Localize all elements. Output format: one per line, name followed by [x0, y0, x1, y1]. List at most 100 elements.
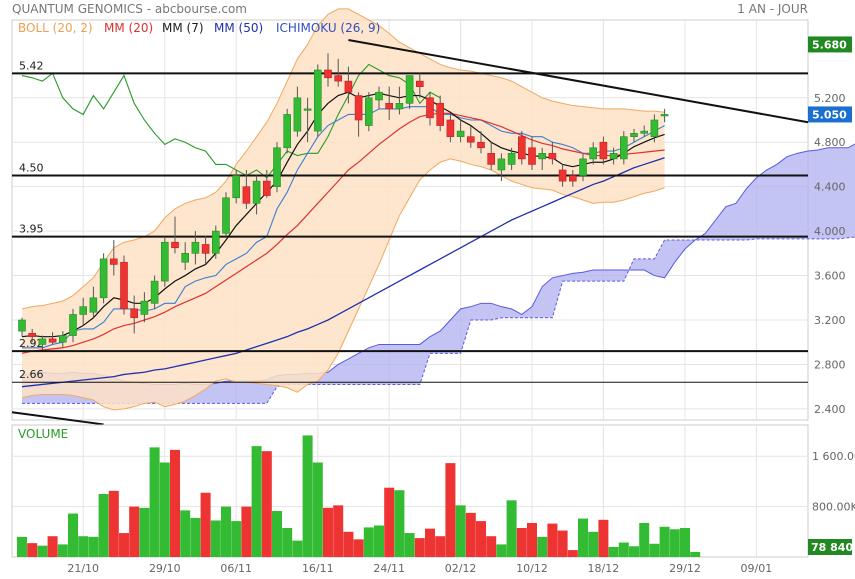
price-marker [808, 106, 852, 123]
volume-bar-up [190, 517, 201, 557]
volume-bar-up [57, 544, 68, 557]
candle-up [150, 280, 159, 304]
volume-bar-up [98, 494, 109, 557]
candle-down [528, 147, 536, 165]
volume-bar-up [292, 540, 303, 557]
candle-down [426, 97, 434, 119]
chart-title: QUANTUM GENOMICS - abcbourse.com [12, 2, 247, 16]
bollinger-band [22, 8, 665, 411]
candle-down [548, 153, 557, 160]
volume-bar-down [200, 492, 211, 557]
volume-bar-up [374, 525, 384, 557]
period-label: 1 AN - JOUR [737, 2, 808, 16]
candle-up [507, 153, 516, 165]
volume-bar-up [588, 531, 599, 557]
volume-bar-down [547, 523, 558, 557]
volume-bar-up [17, 536, 27, 557]
volume-bar-up [629, 546, 639, 557]
candle-down [415, 80, 424, 87]
volume-bar-up [251, 446, 262, 557]
trend-line-lower [11, 411, 104, 426]
volume-bar-up [231, 521, 242, 557]
volume-bar-up [680, 528, 690, 557]
candle-down [487, 153, 496, 165]
candle-up [650, 119, 659, 137]
volume-bar-down [486, 536, 497, 557]
candle-up [660, 114, 669, 117]
volume-y-tick-label: 800.00K [812, 501, 855, 514]
candle-up [619, 136, 628, 160]
volume-bar-down [119, 533, 129, 557]
volume-bar-up [578, 518, 588, 557]
volume-bar-up [506, 500, 517, 557]
candle-down [242, 186, 251, 204]
x-tick-label: 18/12 [588, 562, 620, 575]
y-tick-label: 4.800 [814, 136, 846, 149]
candle-up [161, 241, 169, 282]
candle-up [303, 108, 312, 111]
level-label: 2.66 [19, 368, 44, 381]
trend-line [348, 39, 809, 124]
volume-bar-down [414, 538, 425, 557]
volume-bar-down [445, 463, 456, 557]
candle-up [89, 297, 98, 313]
volume-bar-up [690, 551, 701, 557]
candle-up [293, 97, 302, 132]
price-panel: 5.42 4.50 3.95 2.92 2.66 [11, 8, 855, 426]
volume-bar-up [302, 435, 313, 557]
candle-up [589, 147, 598, 160]
chikou-span [21, 63, 441, 179]
volume-bar-down [425, 528, 435, 557]
candle-up [313, 69, 322, 132]
candle-up [364, 97, 373, 126]
candle-up [579, 158, 587, 176]
volume-bar-up [282, 528, 293, 557]
candle-down [110, 258, 118, 265]
volume-bar-down [476, 521, 486, 557]
volume-bar-down [567, 550, 578, 557]
volume-bar-down [465, 512, 476, 557]
volume-bar-down [241, 506, 252, 557]
volume-bar-up [618, 542, 629, 557]
candle-up [181, 253, 189, 263]
volume-bar-up [394, 490, 405, 557]
x-tick-label: 02/12 [445, 562, 477, 575]
volume-bar-down [27, 543, 38, 557]
volume-bar-up [537, 536, 548, 557]
candle-up [99, 258, 108, 299]
y-tick-label: 2.800 [814, 358, 846, 371]
candle-up [630, 133, 638, 137]
volume-bar-up [210, 520, 221, 557]
mm50-line [21, 157, 665, 388]
volume-marker-label: 78 840 [811, 541, 853, 554]
candle-up [405, 75, 414, 104]
legend-mm20: MM (20) [104, 21, 153, 35]
candle-down [48, 338, 57, 343]
price-marker-label: 5.050 [812, 108, 847, 121]
volume-bar-up [139, 507, 150, 557]
volume-bar-up [404, 533, 415, 557]
volume-bar-up [68, 513, 78, 557]
volume-bar-up [312, 462, 323, 557]
volume-bar-down [343, 531, 354, 557]
legend-mm7: MM (7) [162, 21, 204, 35]
volume-y-tick-label: 1 600.00K [812, 450, 855, 463]
candle-up [640, 130, 649, 134]
y-tick-label: 3.600 [814, 270, 846, 283]
candle-up [69, 314, 77, 336]
candle-down [334, 75, 343, 82]
candle-up [79, 306, 87, 315]
y-tick-label: 4.000 [814, 225, 846, 238]
volume-bar-down [384, 487, 395, 557]
level-label: 2.92 [19, 337, 44, 350]
volume-bar-down [170, 449, 180, 557]
volume-bar-down [557, 530, 568, 557]
candle-down [344, 80, 353, 93]
candle-down [446, 119, 455, 137]
volume-bar-up [455, 505, 466, 557]
volume-bar-up [149, 447, 160, 557]
legend-ichimoku: ICHIMOKU (26, 9) [276, 21, 380, 35]
x-tick-label: 29/12 [669, 562, 701, 575]
volume-bar-down [435, 536, 446, 557]
